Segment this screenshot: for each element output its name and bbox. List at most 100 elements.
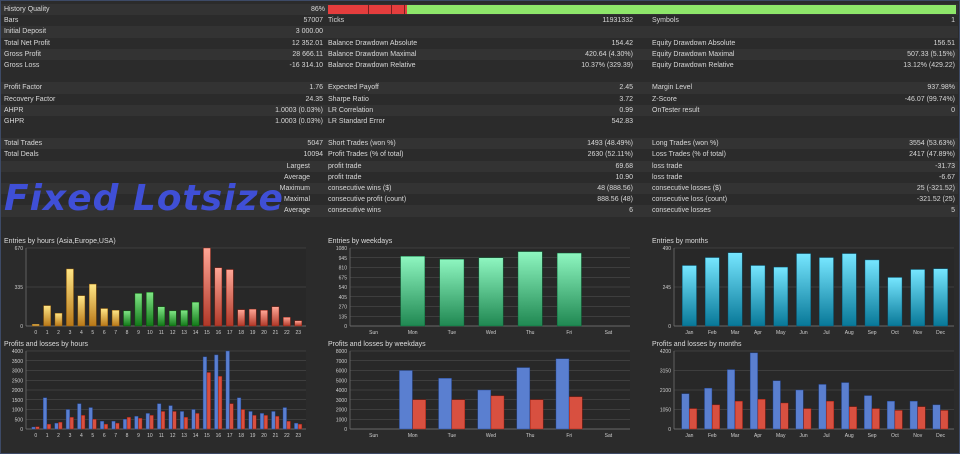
bar-losses (529, 399, 544, 430)
stat-label: Margin Level (652, 84, 693, 92)
y-tick-label: 335 (15, 285, 24, 291)
x-tick-label: 5 (91, 330, 94, 336)
x-tick-label: 14 (193, 433, 199, 439)
bar (556, 252, 582, 327)
x-tick-label: 8 (126, 433, 129, 439)
bar-profits (202, 356, 207, 430)
y-tick-label: 0 (20, 427, 23, 433)
panel-entries-weekdays: Entries by weekdays 0 135 270 405 540 675 810 9… (328, 238, 634, 338)
chart-title: Profits and losses by months (652, 341, 742, 348)
bar-profits (818, 384, 827, 430)
stat-label: Total Deals (4, 151, 39, 159)
bar-profits (681, 393, 690, 430)
stat-value: 888.56 (48) (597, 196, 633, 204)
stat-value: 13.12% (429.22) (903, 61, 955, 69)
stat-label: Balance Drawdown Relative (328, 61, 416, 69)
x-tick-label: Aug (845, 433, 854, 439)
bar (43, 305, 51, 327)
bar (517, 251, 543, 327)
x-tick-label: 1 (46, 330, 49, 336)
x-tick-label: Mon (408, 433, 418, 439)
bar (933, 268, 948, 327)
bar-profits (555, 358, 570, 430)
chart-title: Entries by hours (Asia,Europe,USA) (4, 238, 116, 245)
x-tick-label: 17 (227, 433, 233, 439)
panel-pl-hours: Profits and losses by hours 0 500 1000 1500… (4, 341, 310, 441)
entries-weekdays-chart: 0 135 270 405 540 675 810 945 1080 Sun Mon Tue Wed Th… (336, 246, 630, 336)
stat-label: loss trade (652, 173, 683, 181)
bar-losses (412, 399, 426, 430)
x-tick-label: Sep (868, 433, 877, 439)
stats-row: Total Deals 10094 Profit Trades (% of tota… (1, 149, 958, 160)
bar-profits (168, 405, 173, 430)
bar (271, 306, 280, 327)
stat-label: Recovery Factor (4, 95, 56, 103)
bar-losses (149, 415, 154, 430)
bar (864, 259, 880, 327)
stat-value: 1.0003 (0.03%) (275, 106, 323, 114)
bar-profits (65, 409, 70, 430)
x-tick-label: 0 (34, 433, 37, 439)
bar-profits (282, 407, 287, 430)
y-tick-label: 5000 (336, 378, 347, 384)
x-tick-label: 10 (147, 433, 153, 439)
stat-label: Ticks (328, 17, 345, 25)
x-tick-label: 11 (159, 433, 164, 439)
x-tick-label: 18 (238, 330, 244, 336)
bar (237, 309, 245, 327)
bar (887, 277, 903, 327)
x-tick-label: Fri (566, 433, 572, 439)
x-tick-label: 2 (57, 330, 60, 336)
x-tick-label: Nov (913, 330, 922, 336)
stat-label: Z-Score (652, 95, 677, 103)
bar-profits (477, 389, 491, 430)
y-tick-label: 945 (339, 256, 348, 262)
bar-losses (69, 417, 74, 430)
stat-value: 154.42 (611, 39, 633, 47)
x-tick-label: Mar (731, 433, 740, 439)
bar (704, 257, 720, 327)
y-tick-label: 0 (344, 427, 347, 433)
stat-label: Profit Factor (4, 84, 43, 92)
stat-value: -31.73 (935, 162, 955, 170)
y-tick-label: 245 (663, 285, 672, 291)
y-tick-label: 6000 (336, 369, 347, 375)
x-tick-label: 16 (216, 433, 222, 439)
x-tick-label: Tue (448, 433, 457, 439)
bar-losses (757, 399, 766, 430)
x-tick-label: 3 (69, 330, 72, 336)
stat-value: 48 (888.56) (597, 185, 633, 192)
bar-losses (252, 415, 257, 430)
panel-entries-months: Entries by months 0 245 490 Jan Feb Mar Apr May… (652, 238, 958, 338)
stat-label: Total Trades (4, 140, 43, 148)
x-tick-label: 18 (238, 433, 244, 439)
bar (796, 253, 811, 327)
bar (773, 266, 789, 327)
stat-value: Average (284, 173, 310, 181)
x-tick-label: Sep (868, 330, 877, 336)
stats-row: Bars 57007 Ticks 11931332 Symbols 1 (1, 15, 958, 26)
stat-label: Expected Payoff (328, 84, 379, 92)
bar (727, 252, 743, 327)
bar-profits (248, 411, 253, 430)
bar (191, 301, 200, 327)
bar-profits (31, 426, 36, 430)
bar-profits (795, 389, 804, 430)
stat-label: Bars (4, 17, 19, 25)
stat-label: consecutive losses (652, 207, 711, 215)
stat-label: Equity Drawdown Relative (652, 61, 734, 69)
x-tick-label: 16 (216, 330, 222, 336)
bar-losses (803, 408, 812, 430)
stat-value: 1 (951, 17, 955, 25)
x-tick-label: Feb (708, 330, 717, 336)
x-tick-label: 6 (103, 433, 106, 439)
x-tick-label: 21 (273, 433, 279, 439)
x-tick-label: Dec (936, 433, 945, 439)
stat-value: 5 (951, 207, 955, 215)
x-tick-label: 11 (159, 330, 164, 336)
stats-row: Total Trades 5047 Short Trades (won %) 1493… (1, 138, 958, 150)
x-tick-label: Mar (731, 330, 740, 336)
bar-losses (92, 419, 97, 430)
stat-value: 3 000.00 (295, 28, 323, 36)
bar-profits (180, 411, 185, 430)
